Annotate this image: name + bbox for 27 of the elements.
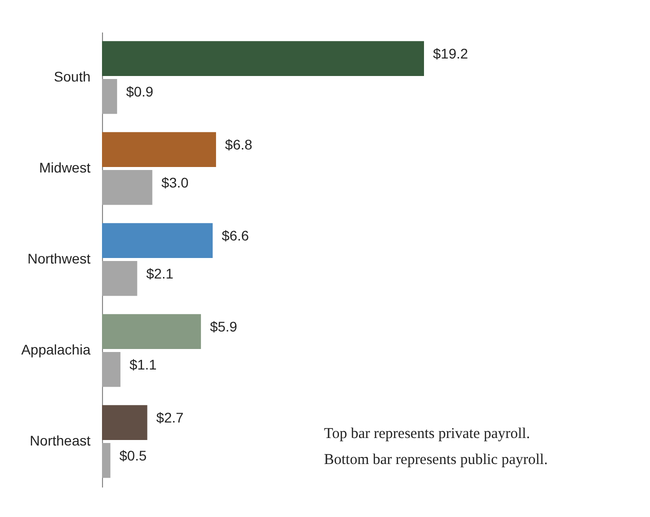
data-label: $6.6 (222, 228, 250, 244)
data-label: $1.1 (129, 356, 157, 372)
bar (102, 261, 138, 296)
data-label: $2.1 (146, 265, 174, 282)
data-label: $5.9 (210, 318, 238, 335)
bar (102, 79, 118, 114)
y-tick-label: Northwest (27, 250, 91, 266)
bar (102, 352, 120, 387)
bar (102, 314, 201, 349)
annotation: Top bar represents private payroll. (324, 426, 530, 442)
y-tick-label: South (54, 68, 90, 84)
bar (102, 41, 424, 76)
data-label: $6.8 (225, 136, 253, 153)
y-tick-label: Midwest (39, 160, 91, 176)
y-tick-label: Northeast (30, 432, 91, 448)
bar (102, 405, 148, 440)
bar (102, 170, 152, 205)
annotation: Bottom bar represents public payroll. (324, 452, 548, 468)
bar (102, 443, 110, 478)
data-label: $0.9 (126, 83, 154, 100)
y-tick-label: Appalachia (21, 342, 91, 358)
data-label: $0.5 (119, 447, 147, 464)
bar (102, 132, 216, 167)
data-label: $2.7 (156, 410, 184, 426)
data-label: $3.0 (161, 174, 189, 190)
data-label: $19.2 (433, 46, 468, 62)
bar (102, 223, 213, 258)
